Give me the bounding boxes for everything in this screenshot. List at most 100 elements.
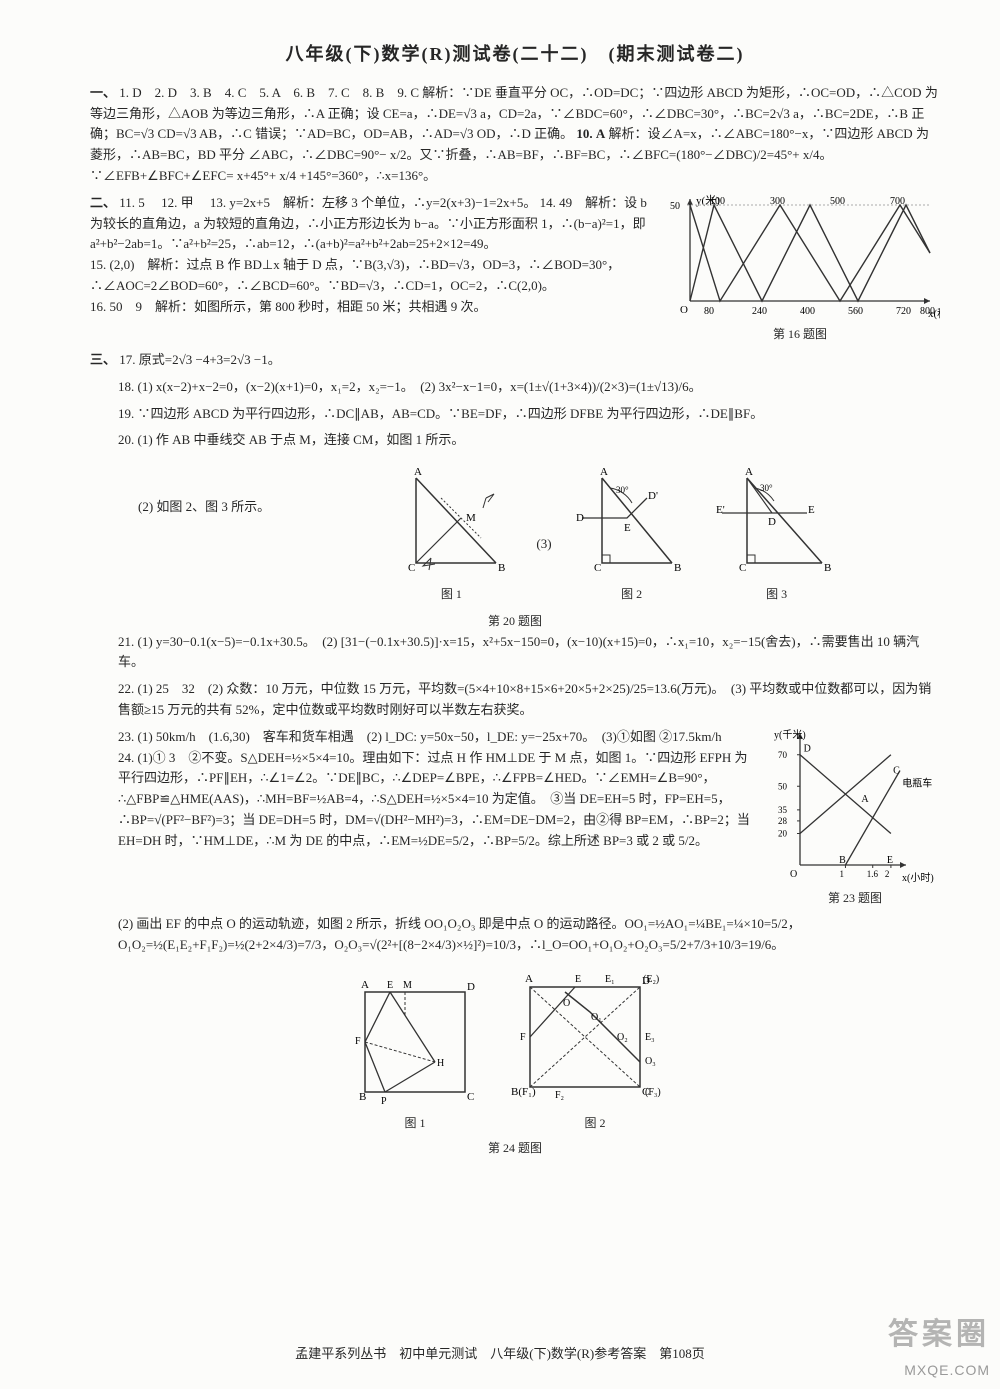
fig-20-3: 30° A B C E' E D 图 3 bbox=[712, 463, 842, 604]
chart-16: x(秒)y(米)O5080240400560720800100300500700 bbox=[660, 193, 940, 323]
svg-text:2: 2 bbox=[885, 869, 890, 879]
q23-text: 23. (1) 50km/h (1.6,30) 客车和货车相遇 (2) l_DC… bbox=[90, 727, 760, 908]
svg-text:1.6: 1.6 bbox=[867, 869, 879, 879]
fig-16-col: x(秒)y(米)O5080240400560720800100300500700… bbox=[660, 193, 940, 344]
svg-text:C: C bbox=[594, 562, 601, 574]
fig-20-1-svg: A B C M bbox=[386, 463, 516, 583]
q10-answer: 10. A bbox=[576, 126, 605, 141]
fig-24-1-svg: A D C B E M F P H bbox=[345, 972, 485, 1112]
fig-24-2: A D C B(F₁) E E₁ (E₂) F O O₁ O₂ O₃ E₃ F₂… bbox=[505, 962, 685, 1133]
q20-3-label: (3) bbox=[536, 534, 551, 605]
section-3-label: 三、 bbox=[90, 352, 116, 367]
svg-text:A: A bbox=[600, 466, 608, 478]
svg-text:电瓶车: 电瓶车 bbox=[902, 776, 932, 789]
fig-20-3-cap: 图 3 bbox=[766, 585, 787, 604]
page: 八年级(下)数学(R)测试卷(二十二) (期末测试卷二) 一、 1. D 2. … bbox=[0, 0, 1000, 1389]
svg-text:M: M bbox=[403, 980, 412, 991]
q17: 17. 原式=2√3 −4+3=2√3 −1。 bbox=[119, 352, 280, 367]
q24-a: 24. (1)① 3 ②不变。S△DEH=½×5×4=10。理由如下：过点 H … bbox=[118, 748, 760, 852]
svg-text:O: O bbox=[790, 869, 797, 880]
fig-16-caption: 第 16 题图 bbox=[773, 325, 827, 344]
fig-24-2-svg: A D C B(F₁) E E₁ (E₂) F O O₁ O₂ O₃ E₃ F₂… bbox=[505, 962, 685, 1112]
svg-text:30°: 30° bbox=[616, 485, 629, 495]
svg-text:D: D bbox=[467, 981, 475, 993]
svg-text:800: 800 bbox=[920, 306, 935, 317]
svg-text:O: O bbox=[680, 304, 688, 316]
svg-text:x(小时): x(小时) bbox=[902, 872, 934, 884]
svg-text:B: B bbox=[359, 1091, 366, 1103]
fig-23-col: x(小时)y(千米)O202835507011.62DCA电瓶车BE 第 23 … bbox=[770, 727, 940, 908]
svg-text:F: F bbox=[520, 1032, 526, 1043]
q16: 16. 50 9 解析：如图所示，第 800 秒时，相距 50 米；共相遇 9 … bbox=[90, 297, 650, 318]
q1-10-answers: 1. D 2. D 3. B 4. C 5. A 6. B 7. C 8. B … bbox=[119, 85, 419, 100]
chart-23: x(小时)y(千米)O202835507011.62DCA电瓶车BE bbox=[770, 727, 940, 887]
svg-text:B: B bbox=[824, 562, 831, 574]
svg-text:E₁: E₁ bbox=[605, 974, 615, 985]
watermark-en: MXQE.COM bbox=[888, 1359, 990, 1381]
svg-text:20: 20 bbox=[778, 828, 788, 838]
fig-24-row: A D C B E M F P H 图 1 A D C B bbox=[90, 962, 940, 1133]
svg-text:E: E bbox=[808, 504, 815, 516]
svg-text:C: C bbox=[408, 562, 415, 574]
svg-text:D: D bbox=[768, 516, 776, 528]
svg-text:30°: 30° bbox=[760, 483, 773, 493]
q12: 12. 甲 bbox=[161, 195, 194, 210]
svg-text:C: C bbox=[467, 1091, 474, 1103]
svg-text:B: B bbox=[839, 855, 846, 866]
svg-text:560: 560 bbox=[848, 306, 863, 317]
fig-20-1: A B C M 图 1 bbox=[386, 463, 516, 604]
fig-20-caption: 第 20 题图 bbox=[90, 612, 940, 631]
section-1-label: 一、 bbox=[90, 85, 116, 100]
fig-20-2-cap: 图 2 bbox=[621, 585, 642, 604]
fig-20-2: 30° A B C D D' E 图 2 bbox=[572, 463, 692, 604]
q11: 11. 5 bbox=[119, 195, 145, 210]
section-1: 一、 1. D 2. D 3. B 4. C 5. A 6. B 7. C 8.… bbox=[90, 83, 940, 187]
svg-text:700: 700 bbox=[890, 196, 905, 207]
svg-text:y(千米): y(千米) bbox=[774, 728, 806, 741]
section-2-text: 二、 11. 5 12. 甲 13. y=2x+5 解析：左移 3 个单位，∴y… bbox=[90, 193, 650, 344]
svg-text:E: E bbox=[575, 974, 581, 985]
fig-20-3-svg: 30° A B C E' E D bbox=[712, 463, 842, 583]
q23-row: 23. (1) 50km/h (1.6,30) 客车和货车相遇 (2) l_DC… bbox=[90, 727, 940, 908]
svg-text:50: 50 bbox=[670, 201, 680, 212]
svg-text:O₂: O₂ bbox=[617, 1032, 628, 1043]
svg-text:A: A bbox=[861, 794, 869, 805]
fig-24-1: A D C B E M F P H 图 1 bbox=[345, 972, 485, 1133]
page-footer: 孟建平系列丛书 初中单元测试 八年级(下)数学(R)参考答案 第108页 bbox=[0, 1344, 1000, 1365]
svg-text:E': E' bbox=[716, 504, 725, 516]
svg-text:B: B bbox=[674, 562, 681, 574]
svg-text:E: E bbox=[887, 855, 893, 866]
svg-text:80: 80 bbox=[704, 306, 714, 317]
svg-text:400: 400 bbox=[800, 306, 815, 317]
svg-text:C: C bbox=[893, 765, 900, 776]
svg-text:35: 35 bbox=[778, 805, 788, 815]
svg-text:A: A bbox=[745, 466, 753, 478]
svg-text:A: A bbox=[361, 979, 369, 991]
q20-1: 20. (1) 作 AB 中垂线交 AB 于点 M，连接 CM，如图 1 所示。 bbox=[90, 430, 940, 451]
fig-23-caption: 第 23 题图 bbox=[828, 889, 882, 908]
fig-24-caption: 第 24 题图 bbox=[90, 1139, 940, 1158]
q24-b: (2) 画出 EF 的中点 O 的运动轨迹，如图 2 所示，折线 OO₁O₂O₃… bbox=[90, 914, 940, 956]
svg-text:E: E bbox=[624, 522, 631, 534]
svg-text:O: O bbox=[563, 998, 570, 1009]
svg-text:(E₂): (E₂) bbox=[643, 974, 659, 985]
fig-20-row: A B C M 图 1 (3) 30° A B C bbox=[288, 463, 940, 604]
svg-text:240: 240 bbox=[752, 306, 767, 317]
watermark: 答案圈 MXQE.COM bbox=[888, 1311, 990, 1381]
svg-text:E₃: E₃ bbox=[645, 1032, 655, 1043]
svg-text:A: A bbox=[414, 466, 422, 478]
svg-text:F₂: F₂ bbox=[555, 1090, 564, 1101]
q19: 19. ∵四边形 ABCD 为平行四边形，∴DC∥AB，AB=CD。∵BE=DF… bbox=[90, 404, 940, 425]
section-3: 三、 17. 原式=2√3 −4+3=2√3 −1。 bbox=[90, 350, 940, 371]
svg-text:O₃: O₃ bbox=[645, 1056, 656, 1067]
svg-text:M: M bbox=[466, 512, 476, 524]
watermark-cn: 答案圈 bbox=[888, 1311, 990, 1359]
svg-text:300: 300 bbox=[770, 196, 785, 207]
svg-text:D': D' bbox=[648, 490, 658, 502]
q20-2: (2) 如图 2、图 3 所示。 bbox=[90, 457, 288, 610]
svg-text:B: B bbox=[498, 562, 505, 574]
svg-text:720: 720 bbox=[896, 306, 911, 317]
svg-text:H: H bbox=[437, 1058, 444, 1069]
svg-text:(F₃): (F₃) bbox=[645, 1087, 661, 1098]
q18: 18. (1) x(x−2)+x−2=0，(x−2)(x+1)=0，x₁=2，x… bbox=[90, 377, 940, 398]
